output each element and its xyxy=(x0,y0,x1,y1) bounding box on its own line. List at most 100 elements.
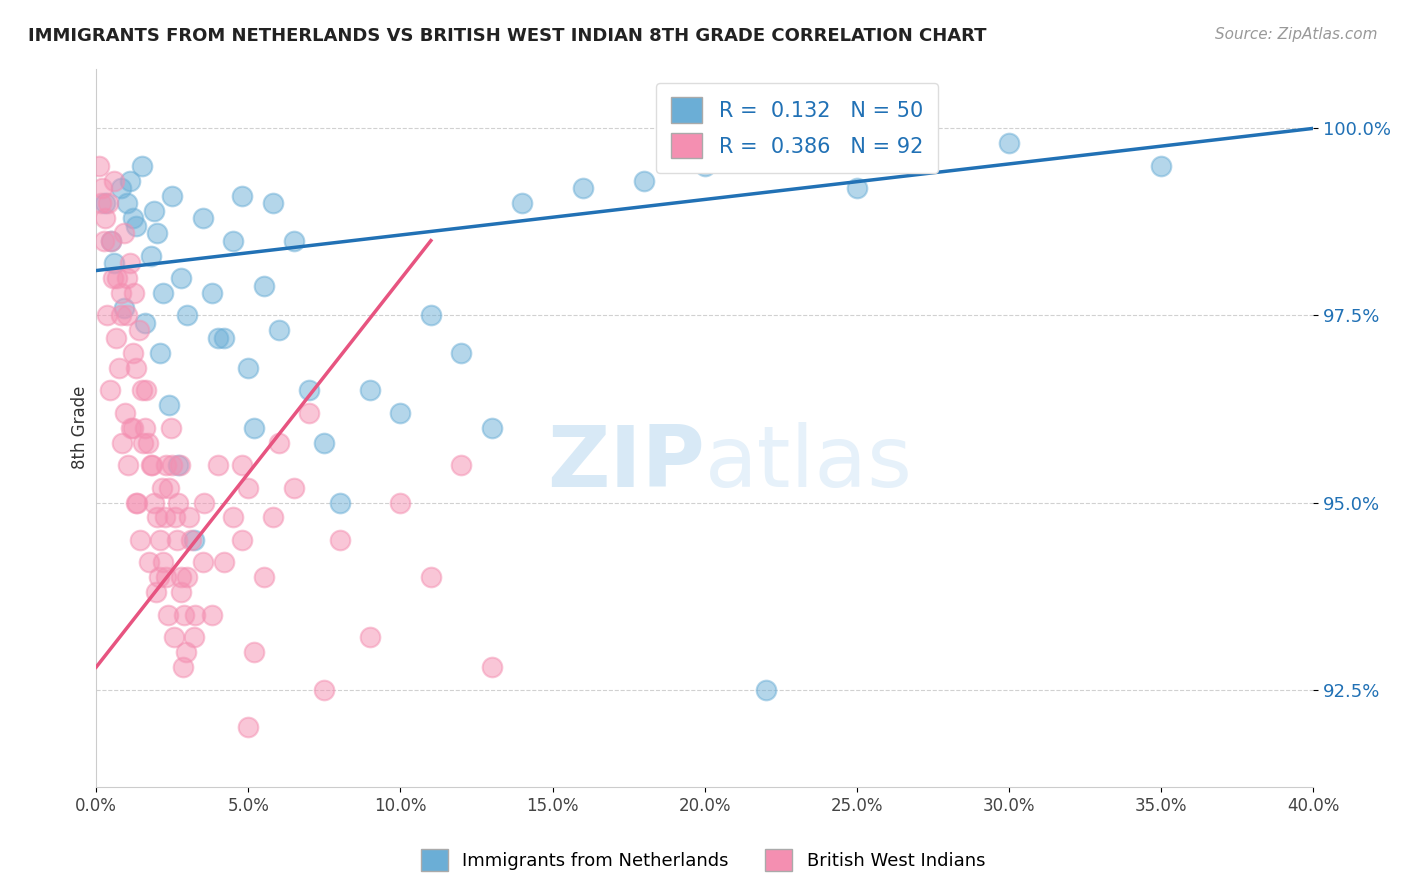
Point xyxy=(481,420,503,434)
Point xyxy=(162,188,184,202)
Point xyxy=(149,533,172,547)
Point xyxy=(207,458,229,472)
Point xyxy=(93,234,115,248)
Point xyxy=(998,136,1021,151)
Point xyxy=(298,406,321,420)
Point xyxy=(191,555,214,569)
Point xyxy=(481,660,503,674)
Point xyxy=(329,533,352,547)
Point xyxy=(150,481,173,495)
Point xyxy=(131,159,153,173)
Point xyxy=(163,630,186,644)
Point xyxy=(177,510,200,524)
Point xyxy=(191,211,214,226)
Point xyxy=(122,285,145,300)
Point xyxy=(128,323,150,337)
Point xyxy=(183,630,205,644)
Point xyxy=(252,570,274,584)
Legend: R =  0.132   N = 50, R =  0.386   N = 92: R = 0.132 N = 50, R = 0.386 N = 92 xyxy=(657,83,938,173)
Point xyxy=(120,420,142,434)
Point xyxy=(149,346,172,360)
Point xyxy=(174,645,197,659)
Point xyxy=(152,285,174,300)
Point xyxy=(100,234,122,248)
Point xyxy=(134,420,156,434)
Point xyxy=(143,495,166,509)
Point xyxy=(238,720,260,734)
Point xyxy=(112,226,135,240)
Point xyxy=(252,278,274,293)
Point xyxy=(389,495,412,509)
Point xyxy=(176,570,198,584)
Point xyxy=(159,420,181,434)
Point xyxy=(108,360,131,375)
Y-axis label: 8th Grade: 8th Grade xyxy=(72,386,89,469)
Point xyxy=(153,510,176,524)
Point xyxy=(170,271,193,285)
Point xyxy=(129,533,152,547)
Point xyxy=(125,219,148,233)
Point xyxy=(845,181,868,195)
Point xyxy=(98,384,121,398)
Point xyxy=(136,435,159,450)
Point xyxy=(139,249,162,263)
Point xyxy=(170,585,193,599)
Point xyxy=(212,331,235,345)
Point xyxy=(693,159,716,173)
Point xyxy=(262,196,284,211)
Point xyxy=(131,384,153,398)
Point xyxy=(755,682,778,697)
Legend: Immigrants from Netherlands, British West Indians: Immigrants from Netherlands, British Wes… xyxy=(413,842,993,879)
Text: atlas: atlas xyxy=(704,422,912,505)
Text: ZIP: ZIP xyxy=(547,422,704,505)
Point xyxy=(231,533,253,547)
Point xyxy=(114,406,136,420)
Point xyxy=(94,211,117,226)
Point xyxy=(212,555,235,569)
Point xyxy=(118,174,141,188)
Point xyxy=(146,510,169,524)
Point xyxy=(633,174,655,188)
Point xyxy=(231,458,253,472)
Point xyxy=(103,256,125,270)
Point xyxy=(97,196,120,211)
Point xyxy=(450,346,472,360)
Point xyxy=(179,533,201,547)
Point xyxy=(103,174,125,188)
Point xyxy=(238,360,260,375)
Point xyxy=(170,570,193,584)
Point xyxy=(121,346,143,360)
Text: Source: ZipAtlas.com: Source: ZipAtlas.com xyxy=(1215,27,1378,42)
Point xyxy=(359,630,381,644)
Point xyxy=(184,607,207,622)
Point xyxy=(148,570,170,584)
Point xyxy=(207,331,229,345)
Point xyxy=(110,285,132,300)
Point xyxy=(135,384,157,398)
Point xyxy=(115,271,138,285)
Point xyxy=(111,435,134,450)
Point xyxy=(90,196,112,211)
Point xyxy=(314,682,336,697)
Point xyxy=(166,533,188,547)
Point xyxy=(143,203,166,218)
Point xyxy=(419,309,441,323)
Point xyxy=(110,309,132,323)
Point xyxy=(201,607,224,622)
Point xyxy=(314,435,336,450)
Point xyxy=(112,301,135,315)
Point xyxy=(283,234,305,248)
Point xyxy=(359,384,381,398)
Point xyxy=(104,331,127,345)
Point xyxy=(157,481,180,495)
Point xyxy=(298,384,321,398)
Point xyxy=(146,226,169,240)
Point xyxy=(118,256,141,270)
Point xyxy=(238,481,260,495)
Point xyxy=(115,196,138,211)
Point xyxy=(267,323,290,337)
Point xyxy=(138,555,160,569)
Point xyxy=(267,435,290,450)
Point xyxy=(100,234,122,248)
Point xyxy=(172,660,194,674)
